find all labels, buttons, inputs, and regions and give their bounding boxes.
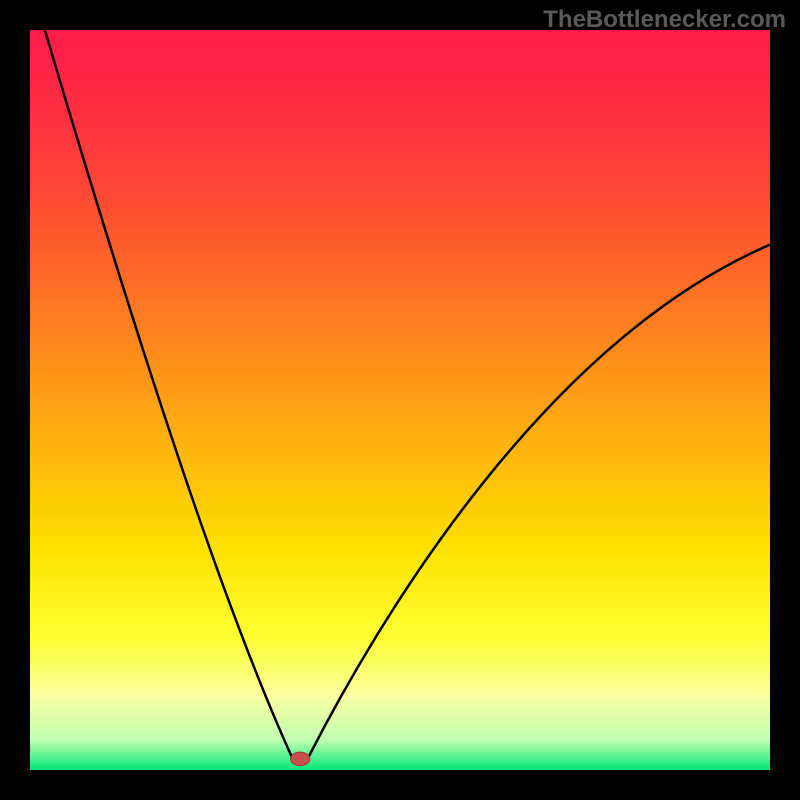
optimal-point-marker [290, 752, 309, 765]
gradient-background [30, 30, 770, 770]
watermark-text: TheBottlenecker.com [543, 6, 786, 34]
chart-container: TheBottlenecker.com [0, 0, 800, 800]
plot-area [30, 30, 770, 770]
bottleneck-chart [30, 30, 770, 770]
